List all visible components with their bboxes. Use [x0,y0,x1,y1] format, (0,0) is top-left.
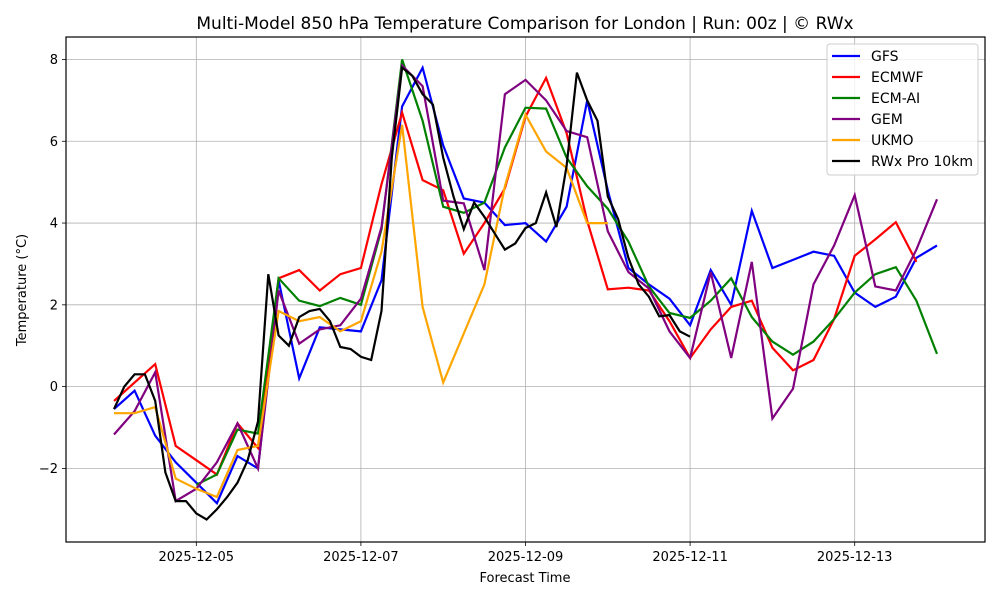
series-line-gem [113,63,939,503]
x-tick-label: 2025-12-09 [488,550,564,565]
y-tick-label: −2 [39,462,58,477]
x-tick-label: 2025-12-05 [159,550,235,565]
legend-label: ECM-AI [871,91,920,107]
legend-label: RWx Pro 10km [871,154,973,170]
y-axis-ticks: −2 0 2 4 6 8 [39,53,66,477]
y-tick-label: 2 [50,298,58,313]
y-tick-label: 0 [50,380,58,395]
chart-title: Multi-Model 850 hPa Temperature Comparis… [196,14,853,34]
y-tick-label: 4 [50,217,58,232]
legend: GFS ECMWF ECM-AI GEM UKMO RWx Pro 10km [826,43,979,176]
x-tick-label: 2025-12-13 [817,550,893,565]
y-tick-label: 8 [50,53,58,68]
y-tick-label: 6 [50,135,58,150]
legend-box [826,43,979,176]
y-axis-label: Temperature (°C) [15,234,30,347]
legend-label: GEM [871,112,903,128]
series-line-gfs [113,64,938,506]
x-axis-label: Forecast Time [480,571,571,586]
x-axis-ticks: 2025-12-05 2025-12-07 2025-12-09 2025-12-11… [159,542,893,565]
series-line-ecmwf [113,75,918,477]
legend-label: ECMWF [871,70,924,86]
series-line-rwx-pro-10km [112,65,691,521]
x-tick-label: 2025-12-11 [652,550,728,565]
legend-label: GFS [871,49,899,65]
legend-label: UKMO [871,133,914,149]
series-line-ukmo [114,111,608,499]
series-lines [112,59,939,521]
x-tick-label: 2025-12-07 [323,550,399,565]
series-line-ecm-ai [195,59,939,486]
